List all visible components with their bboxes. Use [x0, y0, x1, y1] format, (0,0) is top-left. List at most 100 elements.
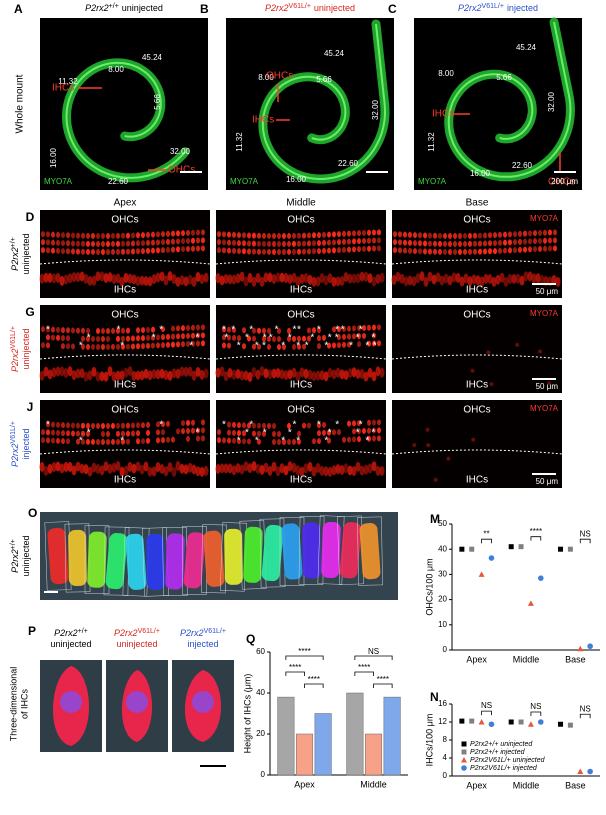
ohc — [151, 247, 155, 254]
ohc — [342, 333, 346, 340]
marker — [469, 546, 475, 552]
ihc — [115, 273, 121, 284]
ihc — [47, 369, 53, 380]
ohc — [297, 438, 301, 445]
y-tick-label: 20 — [438, 595, 447, 604]
ihc — [99, 465, 105, 476]
ohc — [46, 334, 50, 341]
ohc — [468, 248, 472, 255]
ohc — [357, 420, 361, 427]
marker — [567, 546, 573, 552]
ihc — [75, 272, 81, 283]
ihc — [475, 275, 481, 286]
ohc — [161, 342, 165, 349]
ihc — [71, 370, 77, 381]
ihc — [227, 274, 233, 285]
panel-label: E — [202, 210, 210, 224]
ohc — [121, 438, 125, 445]
x-tick-label: Apex — [294, 779, 315, 789]
ohc — [317, 343, 321, 350]
ohc — [282, 248, 286, 255]
ohc — [372, 340, 376, 347]
gene: P2rx2 — [114, 628, 138, 638]
x-tick-label: Middle — [360, 779, 387, 789]
panel-label: O — [28, 506, 37, 520]
ohc — [468, 240, 472, 247]
ohc — [362, 237, 366, 244]
ihc — [239, 464, 245, 475]
ohc — [543, 237, 547, 244]
ohc — [518, 230, 522, 237]
ihc — [67, 461, 73, 472]
ohc — [166, 420, 170, 427]
ohc — [71, 343, 75, 350]
ohc — [176, 238, 180, 245]
ihc — [319, 465, 325, 476]
position-label: 11.32 — [427, 132, 436, 152]
ihc — [247, 463, 253, 474]
ohc — [287, 438, 291, 445]
ihc — [83, 464, 89, 475]
ohc — [121, 327, 125, 334]
ohc — [46, 421, 50, 428]
ohc — [372, 419, 376, 426]
significance: **** — [308, 675, 320, 684]
ohc — [232, 231, 236, 238]
ohc — [347, 341, 351, 348]
ohc — [337, 429, 341, 436]
significance: **** — [358, 663, 370, 672]
ohc — [106, 430, 110, 437]
ihc — [347, 465, 353, 476]
ohc — [136, 422, 140, 429]
ohc — [372, 237, 376, 244]
ihc — [299, 466, 305, 477]
lost-ohc-asterisk: * — [356, 428, 360, 439]
ohc — [101, 248, 105, 255]
ohc — [533, 238, 537, 245]
ihc — [203, 272, 209, 283]
ohc — [257, 232, 261, 239]
ihc — [123, 465, 129, 476]
ihc — [315, 276, 321, 287]
ihc — [523, 271, 529, 282]
cell — [203, 530, 225, 587]
ohc — [418, 240, 422, 247]
column-header: Apex — [114, 198, 137, 209]
ohc — [317, 240, 321, 247]
ohc — [342, 325, 346, 332]
ohc — [498, 247, 502, 254]
ohc — [478, 240, 482, 247]
position-label: 8.00 — [258, 73, 274, 82]
ihc — [51, 462, 57, 473]
cell — [261, 524, 284, 582]
lost-ohc-asterisk: * — [328, 428, 332, 439]
ohc — [352, 428, 356, 435]
ohc — [443, 232, 447, 239]
ohc — [76, 240, 80, 247]
ihc — [79, 368, 85, 379]
ohc — [161, 231, 165, 238]
ohc — [307, 422, 311, 429]
ohc — [257, 438, 261, 445]
ohc — [488, 240, 492, 247]
ohc — [96, 343, 100, 350]
ohc — [523, 230, 527, 237]
ohc — [51, 231, 55, 238]
marker — [469, 718, 475, 724]
cell — [339, 522, 362, 579]
lost-ohc-asterisk: * — [196, 428, 200, 439]
ohc — [166, 341, 170, 348]
ohc — [247, 240, 251, 247]
ohc — [292, 343, 296, 350]
ihc — [255, 272, 261, 283]
ohc — [448, 232, 452, 239]
lost-ohc-asterisk: * — [262, 341, 266, 352]
ihc — [471, 274, 477, 285]
ihc — [367, 273, 373, 284]
lost-ohc-asterisk: * — [237, 341, 241, 352]
ohc — [342, 246, 346, 253]
y-tick-label: 16 — [438, 699, 447, 708]
ohc — [272, 240, 276, 247]
ohc — [287, 248, 291, 255]
debris — [426, 443, 431, 448]
